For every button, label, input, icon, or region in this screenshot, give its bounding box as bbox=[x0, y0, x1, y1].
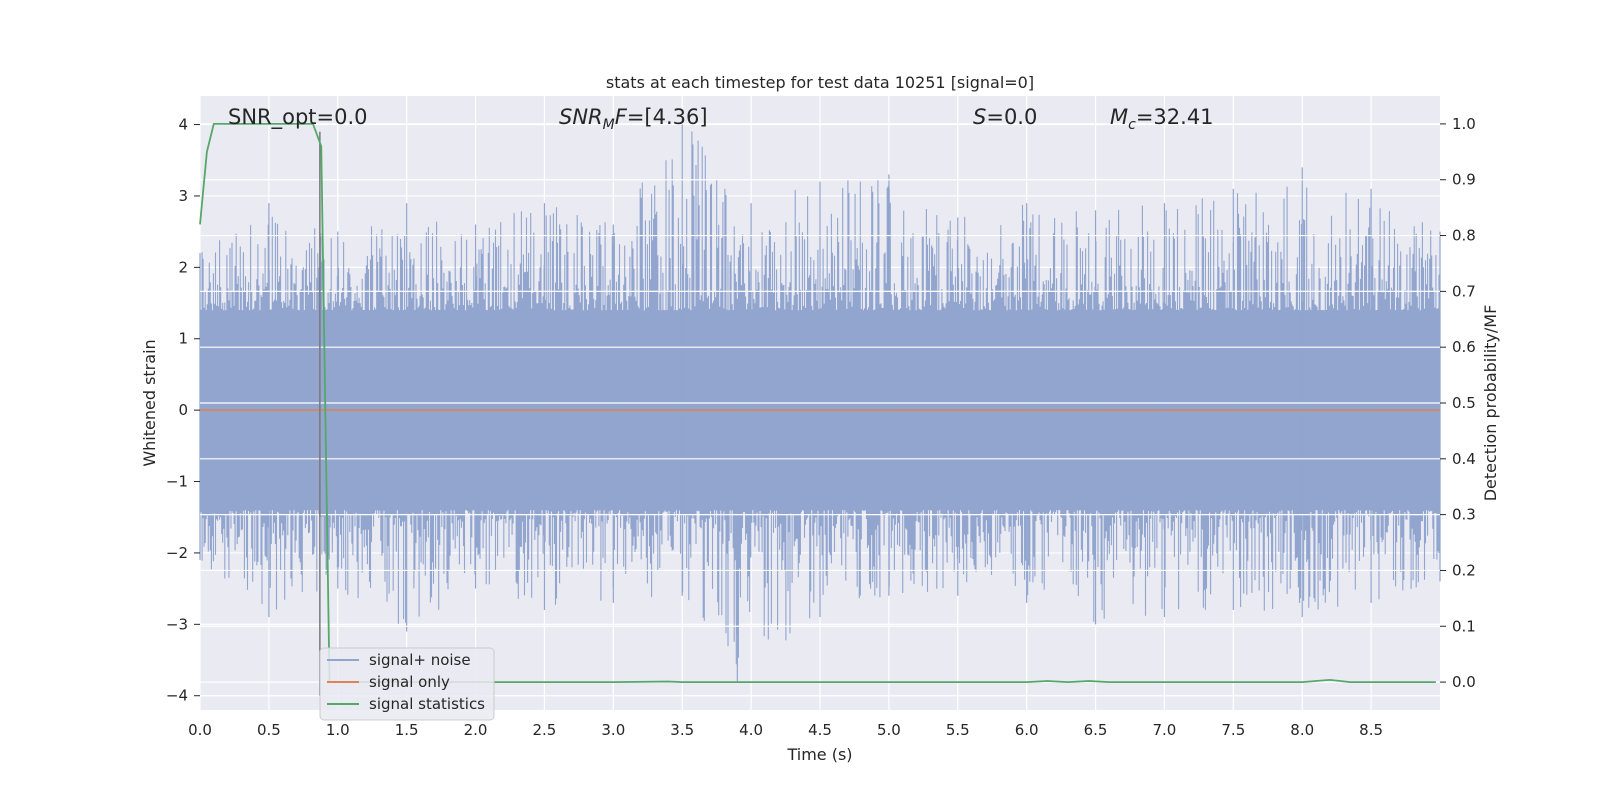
x-tick-label: 3.0 bbox=[601, 721, 625, 739]
y-tick-label: −1 bbox=[166, 473, 188, 491]
x-tick-label: 1.0 bbox=[326, 721, 350, 739]
x-tick-label: 1.5 bbox=[395, 721, 419, 739]
x-tick-label: 0.0 bbox=[188, 721, 212, 739]
y-axis-ticks: 4 3 2 1 0 −1 −2 −3 −4 bbox=[166, 116, 200, 705]
x-tick-label: 0.5 bbox=[257, 721, 281, 739]
s-symbol: S bbox=[973, 105, 986, 129]
right-tick-label: 0.3 bbox=[1452, 506, 1476, 524]
legend-label-signal-only: signal only bbox=[369, 673, 450, 691]
mc-subscript: c bbox=[1128, 117, 1136, 133]
x-axis-ticks: 0.0 0.5 1.0 1.5 2.0 2.5 3.0 3.5 4.0 4.5 5.0 5.5 6.0 6… bbox=[188, 721, 1383, 739]
snr-mf-value: =[4.36] bbox=[627, 105, 708, 129]
right-tick-label: 1.0 bbox=[1452, 115, 1476, 133]
legend: signal+ noise signal only signal statist… bbox=[319, 647, 495, 721]
x-axis-label: Time (s) bbox=[786, 745, 852, 764]
right-tick-label: 0.6 bbox=[1452, 338, 1476, 356]
y-tick-label: −3 bbox=[166, 615, 188, 633]
x-tick-label: 6.5 bbox=[1084, 721, 1108, 739]
snr-mf-rest-italic: F bbox=[615, 105, 628, 129]
s-value: =0.0 bbox=[986, 105, 1037, 129]
snr-mf-symbol: SNR bbox=[559, 105, 603, 129]
line-series bbox=[199, 123, 1440, 696]
annotation-s: S=0.0 bbox=[973, 105, 1037, 129]
x-tick-label: 8.5 bbox=[1359, 721, 1383, 739]
x-tick-label: 2.5 bbox=[533, 721, 557, 739]
legend-label-signal-noise: signal+ noise bbox=[369, 651, 471, 669]
y-tick-label: 2 bbox=[178, 258, 188, 276]
mc-value: =32.41 bbox=[1136, 105, 1214, 129]
x-tick-label: 8.0 bbox=[1290, 721, 1314, 739]
mc-symbol: M bbox=[1110, 105, 1128, 129]
right-tick-label: 0.1 bbox=[1452, 617, 1476, 635]
x-tick-label: 7.5 bbox=[1221, 721, 1245, 739]
chart-title: stats at each timestep for test data 102… bbox=[606, 73, 1034, 92]
y-axis-right-label: Detection probability/MF bbox=[1481, 305, 1500, 502]
y-tick-label: −4 bbox=[166, 687, 188, 705]
right-tick-label: 0.7 bbox=[1452, 282, 1476, 300]
x-tick-label: 4.5 bbox=[808, 721, 832, 739]
x-tick-label: 5.5 bbox=[946, 721, 970, 739]
right-tick-label: 0.5 bbox=[1452, 394, 1476, 412]
x-tick-label: 6.0 bbox=[1015, 721, 1039, 739]
x-tick-label: 7.0 bbox=[1153, 721, 1177, 739]
y-tick-label: 3 bbox=[178, 187, 188, 205]
x-tick-label: 4.0 bbox=[739, 721, 763, 739]
right-tick-label: 0.8 bbox=[1452, 227, 1476, 245]
annotation-snr-opt: SNR_opt=0.0 bbox=[228, 105, 368, 130]
annotation-snr-mf: SNRMF=[4.36] bbox=[559, 105, 708, 133]
x-tick-label: 2.0 bbox=[464, 721, 488, 739]
legend-label-signal-statistics: signal statistics bbox=[369, 695, 485, 713]
annotation-mc: Mc=32.41 bbox=[1110, 105, 1214, 133]
x-tick-label: 5.0 bbox=[877, 721, 901, 739]
legend-box bbox=[319, 647, 495, 721]
right-axis-ticks: 1.0 0.9 0.8 0.7 0.6 0.5 0.4 0.3 0.2 0.1 0.0 bbox=[1440, 115, 1476, 691]
y-tick-label: 0 bbox=[178, 401, 188, 419]
right-tick-label: 0.4 bbox=[1452, 450, 1476, 468]
snr-mf-subscript: M bbox=[603, 117, 615, 133]
y-axis-label: Whitened strain bbox=[140, 339, 159, 466]
right-tick-label: 0.2 bbox=[1452, 561, 1476, 579]
x-tick-label: 3.5 bbox=[670, 721, 694, 739]
signal-statistics-line bbox=[199, 123, 1436, 683]
y-tick-label: 4 bbox=[178, 116, 188, 134]
y-tick-label: 1 bbox=[178, 330, 188, 348]
right-tick-label: 0.0 bbox=[1452, 673, 1476, 691]
y-tick-label: −2 bbox=[166, 544, 188, 562]
right-tick-label: 0.9 bbox=[1452, 171, 1476, 189]
